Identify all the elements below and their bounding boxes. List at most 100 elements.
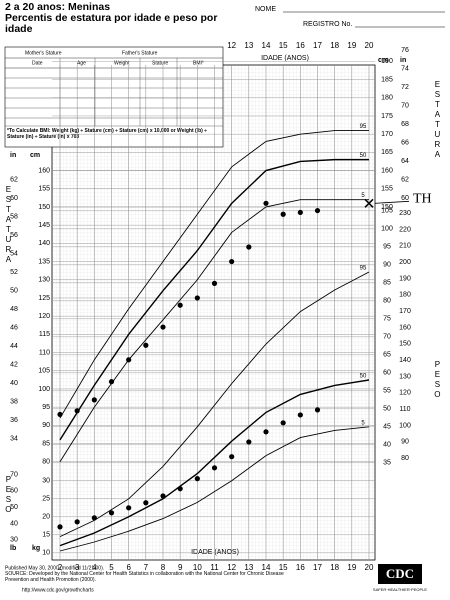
logo-box bbox=[378, 564, 422, 584]
y-tick-label: 80 bbox=[401, 455, 409, 462]
y-tick-label: 120 bbox=[399, 390, 411, 397]
y-tick-label: 100 bbox=[399, 422, 411, 429]
y-tick-label: 120 bbox=[38, 313, 50, 320]
data-point bbox=[160, 493, 166, 499]
title: 2 a 20 anos: Meninas bbox=[5, 1, 111, 13]
x-tick-label: 5 bbox=[109, 563, 114, 572]
y-tick-label: 155 bbox=[38, 186, 50, 193]
y-tick-label: 95 bbox=[42, 404, 50, 411]
data-point bbox=[143, 500, 149, 506]
url: http://www.cdc.gov/growthcharts bbox=[22, 587, 94, 593]
y-tick-label: 38 bbox=[10, 398, 18, 405]
y-tick-label: 56 bbox=[10, 232, 18, 239]
x-tick-label-top: 18 bbox=[330, 41, 339, 50]
col: Age bbox=[77, 60, 86, 66]
y-label-right: ESTATURA bbox=[433, 80, 442, 160]
y-tick-label: 85 bbox=[383, 280, 391, 287]
y-tick-label: 52 bbox=[10, 269, 18, 276]
y-tick-label: 140 bbox=[399, 357, 411, 364]
y-tick-label: 50 bbox=[10, 504, 18, 511]
x-tick-label-top: 19 bbox=[347, 41, 356, 50]
percentile-curve bbox=[59, 426, 370, 552]
y-tick-label: 60 bbox=[401, 195, 409, 202]
y-tick-label: 175 bbox=[381, 113, 393, 120]
y-tick-label: 180 bbox=[381, 95, 393, 102]
y-tick-label: 185 bbox=[381, 76, 393, 83]
y2-label-left: PESO bbox=[4, 475, 13, 515]
annotation: TH bbox=[413, 192, 432, 207]
data-point bbox=[57, 524, 63, 530]
x-tick-label: 16 bbox=[296, 563, 305, 572]
curve-label: 5 bbox=[361, 420, 365, 426]
data-point bbox=[229, 258, 235, 265]
y-tick-label: 80 bbox=[383, 298, 391, 305]
col: Weight bbox=[114, 60, 130, 66]
y-tick-label: 85 bbox=[42, 440, 50, 447]
x-tick-label: 7 bbox=[144, 563, 149, 572]
x-tick-label-top: 14 bbox=[262, 41, 271, 50]
y-tick-label: 60 bbox=[10, 488, 18, 495]
data-point bbox=[91, 515, 97, 521]
curve-label: 5 bbox=[361, 193, 365, 199]
y-tick-label: 68 bbox=[401, 121, 409, 128]
data-point bbox=[229, 454, 235, 460]
logo: CDC bbox=[386, 566, 414, 581]
y-tick-label: 140 bbox=[38, 240, 50, 247]
record-label: REGISTRO No. bbox=[303, 21, 352, 28]
y-tick-label: 66 bbox=[401, 140, 409, 147]
data-point bbox=[280, 211, 286, 217]
y-tick-label: 160 bbox=[399, 324, 411, 331]
y-tick-label: 50 bbox=[10, 288, 18, 295]
col: BMI* bbox=[193, 60, 204, 66]
y-tick-label: 150 bbox=[381, 204, 393, 211]
x-tick-label-top: 15 bbox=[279, 41, 288, 50]
data-point bbox=[297, 209, 303, 216]
y-tick-label: 60 bbox=[383, 370, 391, 377]
y-tick-label: 25 bbox=[42, 496, 50, 503]
data-point bbox=[91, 397, 97, 403]
data-point bbox=[177, 302, 183, 308]
data-point bbox=[263, 429, 269, 435]
y-tick-label: 76 bbox=[401, 47, 409, 54]
curve-label: 95 bbox=[360, 266, 367, 272]
y-tick-label: 190 bbox=[399, 275, 411, 282]
y-tick-label: 190 bbox=[381, 58, 393, 65]
data-point bbox=[74, 519, 80, 525]
y-tick-label: 40 bbox=[383, 442, 391, 449]
data-point bbox=[297, 412, 303, 418]
y-tick-label: 70 bbox=[383, 334, 391, 341]
x-tick-label: 11 bbox=[210, 563, 219, 572]
motto: SAFER·HEALTHIER·PEOPLE bbox=[373, 587, 427, 592]
y-tick-label: 15 bbox=[42, 532, 50, 539]
data-point bbox=[314, 207, 321, 214]
y-tick-label: 110 bbox=[39, 349, 50, 356]
data-point bbox=[263, 200, 269, 206]
x-tick-label: 8 bbox=[161, 563, 166, 572]
form-box bbox=[4, 46, 224, 148]
y-tick-label: 30 bbox=[42, 478, 50, 485]
x-tick-label: 19 bbox=[347, 563, 356, 572]
y-tick-label: 105 bbox=[38, 368, 50, 375]
x-tick-label: 17 bbox=[313, 563, 322, 572]
curve-label: 50 bbox=[360, 153, 367, 159]
data-point bbox=[211, 465, 218, 471]
unit: cm bbox=[378, 57, 388, 64]
y-tick-label: 125 bbox=[38, 295, 50, 302]
y-tick-label: 55 bbox=[383, 388, 391, 395]
unit: kg bbox=[32, 545, 40, 552]
x-tick-label: 4 bbox=[92, 563, 97, 572]
unit: in bbox=[10, 152, 16, 159]
subtitle: Percentis de estatura por idade e peso p… bbox=[5, 12, 218, 35]
y-tick-label: 44 bbox=[10, 343, 18, 350]
annotation-leader bbox=[374, 200, 410, 204]
data-point bbox=[57, 411, 63, 418]
y-tick-label: 95 bbox=[383, 244, 391, 251]
y-tick-label: 155 bbox=[381, 186, 393, 193]
y-tick-label: 170 bbox=[399, 308, 411, 315]
data-point bbox=[74, 408, 80, 414]
data-point bbox=[126, 357, 132, 363]
x-tick-label: 9 bbox=[178, 563, 183, 572]
data-point bbox=[246, 244, 252, 250]
